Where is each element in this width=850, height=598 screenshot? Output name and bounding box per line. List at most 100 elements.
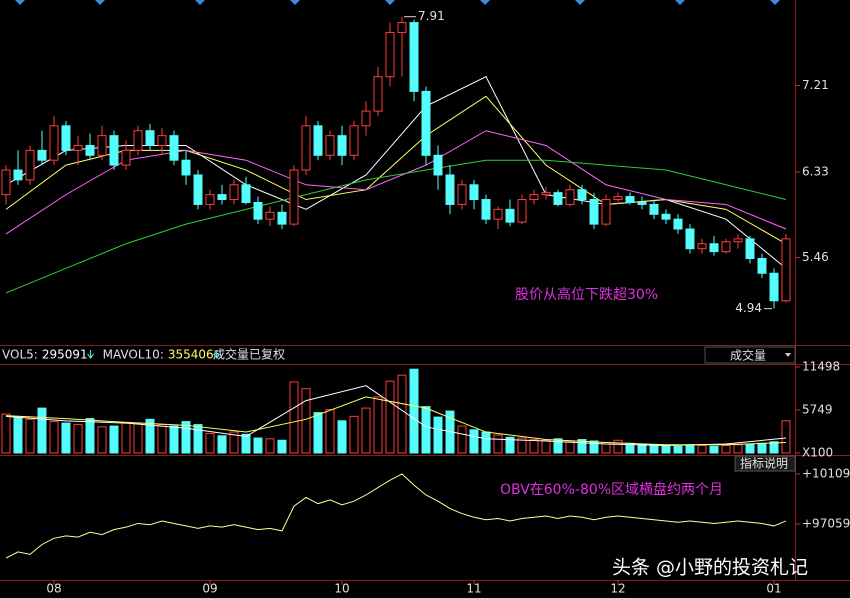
candle-body xyxy=(265,211,275,220)
volume-bar xyxy=(781,420,791,454)
volume-bar xyxy=(325,409,335,454)
candle-body xyxy=(409,22,419,92)
candle-body xyxy=(553,192,563,205)
volume-bar xyxy=(505,436,515,454)
candle-body xyxy=(361,110,371,127)
volume-bar xyxy=(1,413,11,454)
candle-body xyxy=(109,135,119,166)
volume-bar xyxy=(241,433,251,454)
candle-body xyxy=(469,184,479,201)
x-tick-label: 12 xyxy=(610,582,625,596)
candle-body xyxy=(385,31,395,78)
candle-body xyxy=(373,76,383,112)
volume-bar xyxy=(37,407,47,454)
candle-body xyxy=(709,243,719,253)
volume-bar xyxy=(181,421,191,454)
volume-bar xyxy=(529,439,539,454)
candle-body xyxy=(589,199,599,225)
indicator-selector[interactable] xyxy=(704,346,796,364)
volume-bar xyxy=(13,416,23,454)
volume-bar xyxy=(109,425,119,454)
max-label: 7.91 xyxy=(418,9,445,23)
candle-body xyxy=(721,241,731,253)
candle-body xyxy=(169,135,179,161)
candle-body xyxy=(37,149,47,161)
volume-bar xyxy=(541,439,551,454)
candle-body xyxy=(97,135,107,156)
volume-bar xyxy=(565,441,575,454)
candle-body xyxy=(325,135,335,156)
candle-body xyxy=(601,199,611,225)
candle-body xyxy=(733,238,743,243)
candle-body xyxy=(205,194,215,205)
x-tick-label: 09 xyxy=(202,582,217,596)
candle-body xyxy=(49,125,59,161)
y-tick-label: 5749 xyxy=(802,402,833,416)
volume-bar xyxy=(457,425,467,454)
volume-bar xyxy=(157,424,167,454)
selector-label[interactable]: 成交量 xyxy=(730,348,766,363)
volume-bar xyxy=(73,424,83,454)
candle-body xyxy=(577,189,587,201)
candle-body xyxy=(685,228,695,250)
candle-body xyxy=(517,199,527,223)
x-tick-label: 11 xyxy=(466,582,481,596)
candle-body xyxy=(757,258,767,274)
legend-value: 295091 xyxy=(42,348,88,362)
candle-body xyxy=(277,211,287,225)
volume-bar xyxy=(685,444,695,454)
volume-bar xyxy=(721,445,731,454)
volume-bar xyxy=(385,380,395,454)
moving-average xyxy=(5,396,787,446)
volume-bar xyxy=(313,412,323,454)
candle-body xyxy=(241,184,251,203)
volume-bar xyxy=(493,434,503,454)
candle-body xyxy=(625,196,635,203)
volume-bar xyxy=(673,445,683,454)
dropdown-arrow[interactable] xyxy=(785,353,791,357)
volume-bar xyxy=(745,443,755,454)
legend-name: MAVOL10: xyxy=(103,348,164,362)
candle-body xyxy=(229,184,239,201)
volume-bar xyxy=(337,420,347,454)
obv-line xyxy=(5,473,787,559)
candle-body xyxy=(637,201,647,205)
candle-body xyxy=(25,149,35,181)
volume-bar xyxy=(253,437,263,454)
watermark: 头条 @小野的投资札记 xyxy=(612,557,808,579)
candle-body xyxy=(121,149,131,166)
candle-body xyxy=(349,125,359,156)
y-tick-label: +97059 xyxy=(802,516,850,530)
volume-bar xyxy=(757,442,767,454)
volume-bar xyxy=(145,418,155,454)
volume-bar xyxy=(769,441,779,454)
y-tick-label: 5.46 xyxy=(802,250,829,264)
candle-body xyxy=(61,125,71,151)
min-label: 4.94 xyxy=(735,301,762,315)
volume-bar xyxy=(289,381,299,454)
volume-bar xyxy=(733,444,743,454)
volume-bar xyxy=(61,422,71,454)
candle-body xyxy=(301,125,311,171)
candle-body xyxy=(421,90,431,156)
volume-bar xyxy=(373,396,383,454)
x-tick-label: 08 xyxy=(46,582,61,596)
candle-body xyxy=(661,213,671,220)
help-button[interactable] xyxy=(734,455,796,472)
volume-bar xyxy=(613,439,623,454)
candle-body xyxy=(529,194,539,201)
volume-bar xyxy=(169,425,179,454)
volume-note: 成交量已复权 xyxy=(213,347,285,362)
moving-average xyxy=(5,159,787,294)
help-button-label[interactable]: 指标说明 xyxy=(740,456,788,471)
candle-body xyxy=(157,135,167,146)
volume-bar xyxy=(265,438,275,454)
x-tick-label: 01 xyxy=(766,582,781,596)
volume-bar xyxy=(553,438,563,454)
candle-body xyxy=(697,243,707,250)
candle-body xyxy=(433,154,443,176)
volume-bar xyxy=(433,416,443,454)
volume-bar xyxy=(361,407,371,454)
candle-body xyxy=(217,194,227,201)
moving-average xyxy=(5,385,787,447)
